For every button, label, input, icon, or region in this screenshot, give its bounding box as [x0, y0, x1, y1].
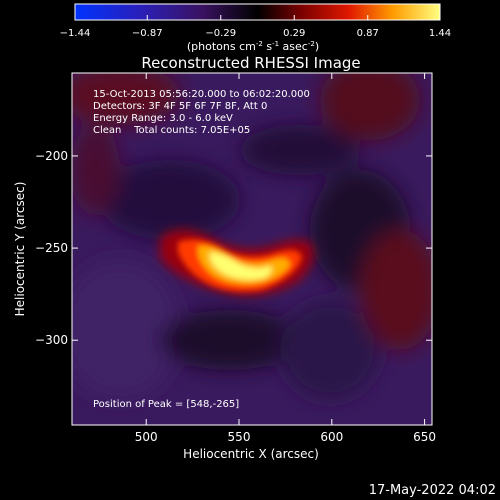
- y-tick-label: −250: [35, 241, 68, 255]
- annotation-energy-range: Energy Range: 3.0 - 6.0 keV: [93, 113, 233, 124]
- colorbar-tick-label: −0.87: [132, 28, 163, 39]
- colorbar-tick-label: −1.44: [60, 28, 91, 39]
- peak-position-label: Position of Peak = [548,-265]: [93, 399, 239, 410]
- annotation-block: 15-Oct-2013 05:56:20.000 to 06:02:20.000…: [93, 89, 310, 136]
- x-tick-label: 500: [135, 430, 158, 444]
- x-tick-label: 650: [413, 430, 436, 444]
- colorbar-tick-label: 0.29: [283, 28, 305, 39]
- x-axis-label: Heliocentric X (arcsec): [183, 447, 319, 461]
- colorbar-tick-label: −0.29: [205, 28, 236, 39]
- colorbar-ticks: −1.44 −0.87 −0.29 0.29 0.87 1.44: [60, 15, 451, 39]
- x-tick-label: 550: [228, 430, 251, 444]
- x-tick-label: 600: [320, 430, 343, 444]
- annotation-detectors: Detectors: 3F 4F 5F 6F 7F 8F, Att 0: [93, 101, 267, 112]
- colorbar: [74, 3, 441, 21]
- colorbar-tick-label: 1.44: [429, 28, 451, 39]
- y-axis-label: Heliocentric Y (arcsec): [13, 182, 27, 317]
- colorbar-unit-label: (photons cm-2 s-1 asec-2): [187, 40, 319, 53]
- annotation-time-range: 15-Oct-2013 05:56:20.000 to 06:02:20.000: [93, 89, 310, 100]
- y-tick-label: −200: [35, 149, 68, 163]
- y-tick-label: −300: [35, 333, 68, 347]
- annotation-clean-counts: Clean Total counts: 7.05E+05: [93, 125, 250, 136]
- axis-ticks: 500 550 600 650 −200 −250 −300: [35, 73, 436, 444]
- plot-frame: [71, 72, 433, 426]
- chart-title: Reconstructed RHESSI Image: [141, 54, 360, 72]
- timestamp: 17-May-2022 04:02: [369, 483, 496, 498]
- colorbar-tick-label: 0.87: [357, 28, 379, 39]
- heatmap-image: [72, 73, 432, 425]
